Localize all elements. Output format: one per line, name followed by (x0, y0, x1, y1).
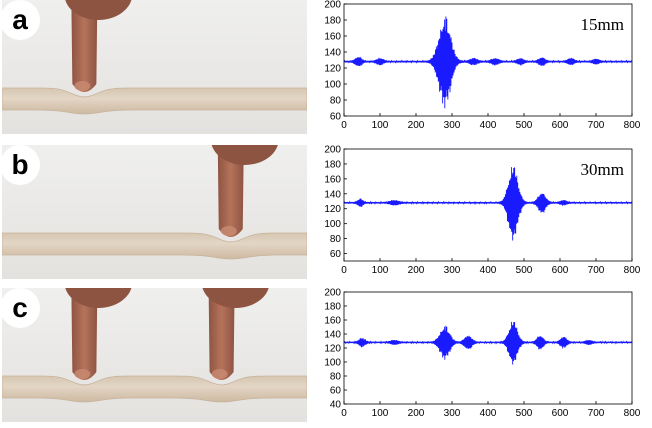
x-tick-label: 400 (480, 265, 497, 276)
x-tick-label: 300 (444, 265, 461, 276)
y-tick-label: 120 (324, 64, 341, 75)
x-tick-label: 200 (408, 408, 425, 419)
panel-label-c: c (0, 288, 40, 328)
finger (202, 288, 269, 380)
y-tick-label: 160 (324, 174, 341, 185)
silicone-tube (2, 87, 307, 115)
y-tick-label: 200 (324, 288, 341, 299)
x-tick-label: 100 (372, 265, 389, 276)
y-tick-label: 140 (324, 48, 341, 59)
y-tick-label: 140 (324, 189, 341, 200)
y-tick-label: 100 (324, 80, 341, 91)
photo-scene-c (2, 288, 307, 422)
plot-a: 0 100 200 300 400 500 600 700 800 60 80 100 120 140 16… (312, 0, 652, 140)
x-tick-label: 800 (624, 265, 641, 276)
panel-a: a 0 100 200 300 400 500 600 700 800 60 80 100 120 140… (0, 0, 652, 140)
panel-c: c 0 100 200 300 400 500 600 700 800 40 60 80 100 120 1… (0, 288, 652, 428)
x-tick-label: 700 (588, 408, 605, 419)
x-tick-label: 300 (444, 408, 461, 419)
signal-line (343, 16, 633, 109)
y-tick-label: 180 (324, 159, 341, 170)
signal-line (343, 167, 633, 241)
x-tick-label: 0 (341, 408, 347, 419)
x-tick-label: 400 (480, 408, 497, 419)
photo-scene-b (2, 145, 307, 279)
x-tick-label: 500 (516, 408, 533, 419)
x-tick-label: 200 (408, 120, 425, 131)
signal-chart-b: 0 100 200 300 400 500 600 700 800 60 80 100 120 140 16… (324, 145, 641, 277)
photo-scene-a (2, 0, 307, 134)
finger (65, 0, 132, 92)
y-tick-label: 120 (324, 344, 341, 355)
distance-annotation: 30mm (581, 160, 624, 179)
x-tick-label: 600 (552, 265, 569, 276)
y-tick-label: 60 (330, 112, 342, 123)
y-tick-label: 180 (324, 16, 341, 27)
photo-background (2, 145, 307, 279)
x-tick-label: 300 (444, 120, 461, 131)
y-tick-label: 80 (330, 96, 342, 107)
y-tick-label: 80 (330, 234, 342, 245)
photo-background (2, 0, 307, 134)
photo-a (2, 0, 307, 134)
silicone-tube (2, 375, 307, 403)
x-tick-label: 700 (588, 265, 605, 276)
x-tick-label: 600 (552, 120, 569, 131)
finger (211, 145, 278, 237)
panel-label-a: a (0, 0, 40, 40)
y-tick-label: 80 (330, 372, 342, 383)
panel-b: b 0 100 200 300 400 500 600 700 800 60 80 100 120 140… (0, 145, 652, 285)
plot-b: 0 100 200 300 400 500 600 700 800 60 80 100 120 140 16… (312, 145, 652, 285)
y-tick-label: 100 (324, 219, 341, 230)
x-tick-label: 400 (480, 120, 497, 131)
y-tick-label: 60 (330, 249, 342, 260)
y-tick-label: 100 (324, 358, 341, 369)
y-tick-label: 140 (324, 330, 341, 341)
x-tick-label: 500 (516, 120, 533, 131)
x-tick-label: 0 (341, 120, 347, 131)
x-tick-label: 700 (588, 120, 605, 131)
signal-chart-c: 0 100 200 300 400 500 600 700 800 40 60 80 100 120 140… (324, 288, 641, 420)
y-tick-label: 200 (324, 0, 341, 11)
distance-annotation: 15mm (581, 15, 624, 34)
photo-b (2, 145, 307, 279)
x-tick-label: 100 (372, 408, 389, 419)
x-tick-label: 800 (624, 120, 641, 131)
x-tick-label: 800 (624, 408, 641, 419)
silicone-tube (2, 232, 307, 260)
y-tick-label: 60 (330, 386, 342, 397)
y-tick-label: 160 (324, 316, 341, 327)
signal-chart-a: 0 100 200 300 400 500 600 700 800 60 80 100 120 140 16… (324, 0, 641, 131)
y-tick-label: 160 (324, 32, 341, 43)
plot-frame (343, 291, 633, 405)
x-tick-label: 200 (408, 265, 425, 276)
photo-c (2, 288, 307, 422)
signal-line (343, 321, 633, 365)
finger (65, 288, 132, 380)
y-tick-label: 40 (330, 400, 342, 411)
x-tick-label: 100 (372, 120, 389, 131)
panel-label-b: b (0, 145, 40, 185)
photo-background (2, 288, 307, 422)
y-tick-label: 180 (324, 302, 341, 313)
x-tick-label: 600 (552, 408, 569, 419)
x-tick-label: 0 (341, 265, 347, 276)
plot-c: 0 100 200 300 400 500 600 700 800 40 60 80 100 120 140… (312, 288, 652, 428)
y-tick-label: 200 (324, 145, 341, 156)
y-tick-label: 120 (324, 204, 341, 215)
x-tick-label: 500 (516, 265, 533, 276)
